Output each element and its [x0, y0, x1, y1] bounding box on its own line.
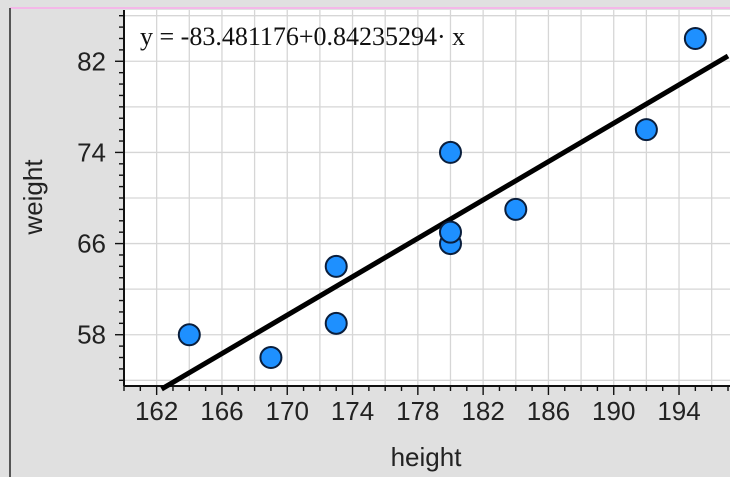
y-axis-title: weight: [18, 159, 48, 236]
tick-labels: 1621661701741781821861901941958667482: [77, 46, 730, 426]
regression-equation: y = -83.481176+0.84235294· x: [140, 22, 465, 51]
tick-marks: [115, 14, 729, 395]
x-tick-label: 174: [331, 396, 374, 426]
data-point: [438, 220, 462, 244]
data-point: [324, 254, 348, 278]
x-axis-title: height: [391, 442, 463, 472]
grid-lines: [124, 10, 730, 386]
y-tick-label: 74: [77, 137, 106, 167]
data-point: [504, 197, 528, 221]
x-tick-label: 162: [135, 396, 178, 426]
y-tick-label: 66: [77, 229, 106, 259]
y-tick-label: 58: [77, 320, 106, 350]
x-tick-label: 170: [266, 396, 309, 426]
x-tick-label: 182: [461, 396, 504, 426]
x-tick-label: 178: [396, 396, 439, 426]
x-tick-label: 190: [592, 396, 635, 426]
x-tick-label: 194: [657, 396, 700, 426]
y-tick-label: 82: [77, 46, 106, 76]
x-tick-label: 166: [200, 396, 243, 426]
data-point: [438, 140, 462, 164]
data-point: [324, 311, 348, 335]
data-point: [683, 26, 707, 50]
data-point: [634, 118, 658, 142]
data-point: [177, 323, 201, 347]
data-point: [259, 346, 283, 370]
x-tick-label: 186: [527, 396, 570, 426]
data-points: [177, 26, 707, 370]
